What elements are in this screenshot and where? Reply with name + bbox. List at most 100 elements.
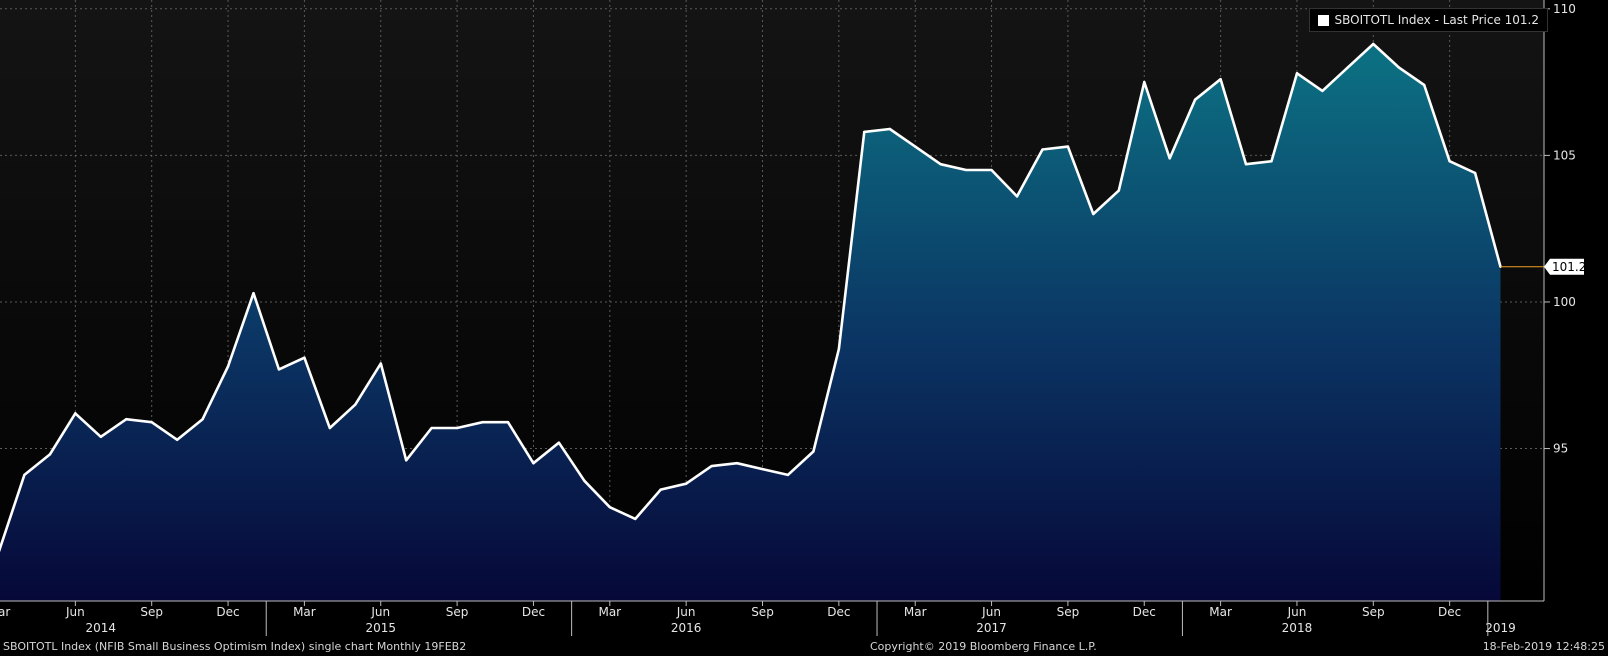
year-label: 2015 (365, 621, 396, 635)
data-point (812, 450, 815, 453)
x-tick-label: Jun (370, 605, 390, 619)
data-point (354, 403, 357, 406)
data-point (1117, 189, 1121, 192)
x-tick-label: Sep (446, 605, 469, 619)
last-price-marker: 101.2 (1500, 258, 1586, 275)
data-point (557, 441, 561, 444)
data-point (1295, 72, 1299, 75)
data-point (481, 420, 484, 424)
x-tick-label: Dec (522, 605, 545, 619)
data-point (710, 464, 713, 468)
data-point (863, 130, 866, 134)
data-point (1066, 145, 1070, 148)
footer-description: SBOITOTL Index (NFIB Small Business Opti… (3, 640, 467, 653)
y-tick-label: 110 (1553, 2, 1576, 16)
data-point (583, 479, 586, 482)
legend-swatch (1317, 14, 1329, 26)
data-point (226, 365, 230, 368)
y-tick-label: 105 (1553, 148, 1576, 162)
series-area (0, 44, 1501, 601)
y-axis: 95 100 105 110 (1544, 2, 1576, 456)
data-point (1397, 66, 1400, 69)
last-price-tag (1544, 258, 1584, 275)
data-point (1473, 171, 1477, 175)
data-point (1372, 42, 1375, 46)
data-point (1041, 148, 1044, 151)
data-point (608, 505, 611, 509)
data-point (684, 482, 688, 485)
legend: SBOITOTL Index - Last Price 101.2 (1308, 8, 1548, 32)
x-tick-label: Mar (1209, 605, 1232, 619)
data-point (1015, 195, 1019, 198)
data-point (430, 426, 433, 430)
data-point (939, 162, 942, 166)
last-price-label: 101.2 (1552, 260, 1586, 274)
data-point (506, 420, 510, 424)
data-point (303, 356, 306, 359)
year-label: 2019 (1485, 621, 1516, 635)
footer-copyright: Copyright© 2019 Bloomberg Finance L.P. (870, 640, 1097, 653)
year-label: 2014 (86, 621, 117, 635)
data-point (1270, 160, 1273, 163)
x-tick-label: Sep (140, 605, 163, 619)
data-point (964, 168, 968, 172)
data-point (99, 435, 103, 439)
data-point (1321, 89, 1324, 93)
data-point (1244, 162, 1248, 166)
data-point (1423, 83, 1426, 87)
x-tick-label: Mar (598, 605, 621, 619)
data-point (786, 473, 790, 477)
data-point (914, 145, 917, 148)
data-point (48, 453, 52, 456)
x-tick-label: Dec (1438, 605, 1461, 619)
series-line (0, 42, 1502, 552)
data-point (74, 412, 77, 415)
x-tick-label: Jun (1287, 605, 1307, 619)
data-point (990, 168, 993, 172)
data-point (252, 291, 255, 295)
data-point (1092, 212, 1095, 216)
x-tick-label: Jun (676, 605, 696, 619)
x-tick-label: Sep (1057, 605, 1080, 619)
x-tick-label: Dec (216, 605, 239, 619)
data-point (634, 517, 637, 521)
data-point (379, 362, 382, 365)
x-tick-label: Jun (65, 605, 85, 619)
x-tick-label: Mar (0, 605, 10, 619)
x-tick-label: Sep (751, 605, 774, 619)
data-point (1346, 66, 1350, 69)
legend-label: SBOITOTL Index - Last Price 101.2 (1334, 13, 1539, 27)
data-point (328, 426, 332, 430)
footer-timestamp: 18-Feb-2019 12:48:25 (1482, 640, 1605, 653)
data-point (1193, 98, 1197, 101)
data-point (277, 368, 281, 371)
x-tick-label: Jun (981, 605, 1001, 619)
data-point (837, 347, 841, 351)
data-point (761, 467, 764, 471)
data-point (201, 418, 204, 421)
data-point (532, 462, 535, 465)
x-axis: Mar Jun Sep Dec Mar Jun Sep Dec Mar Jun Sep Dec Mar J… (0, 601, 1516, 636)
data-point (888, 127, 891, 131)
data-point (1143, 80, 1146, 84)
year-label: 2016 (671, 621, 702, 635)
x-tick-label: Mar (904, 605, 927, 619)
data-point (735, 462, 739, 465)
y-tick-label: 100 (1553, 295, 1576, 309)
data-point (455, 426, 459, 430)
data-point (175, 438, 179, 441)
year-label: 2018 (1282, 621, 1313, 635)
data-point (23, 473, 26, 477)
x-tick-label: Mar (293, 605, 316, 619)
data-point (150, 420, 153, 424)
data-points (0, 42, 1502, 552)
data-point (405, 459, 408, 462)
year-label: 2017 (976, 621, 1007, 635)
data-point (125, 418, 128, 421)
data-point (1168, 157, 1171, 160)
x-tick-label: Dec (1133, 605, 1156, 619)
y-tick-label: 95 (1553, 442, 1568, 456)
data-point (1448, 160, 1451, 163)
data-point (659, 488, 662, 491)
x-tick-label: Sep (1362, 605, 1385, 619)
